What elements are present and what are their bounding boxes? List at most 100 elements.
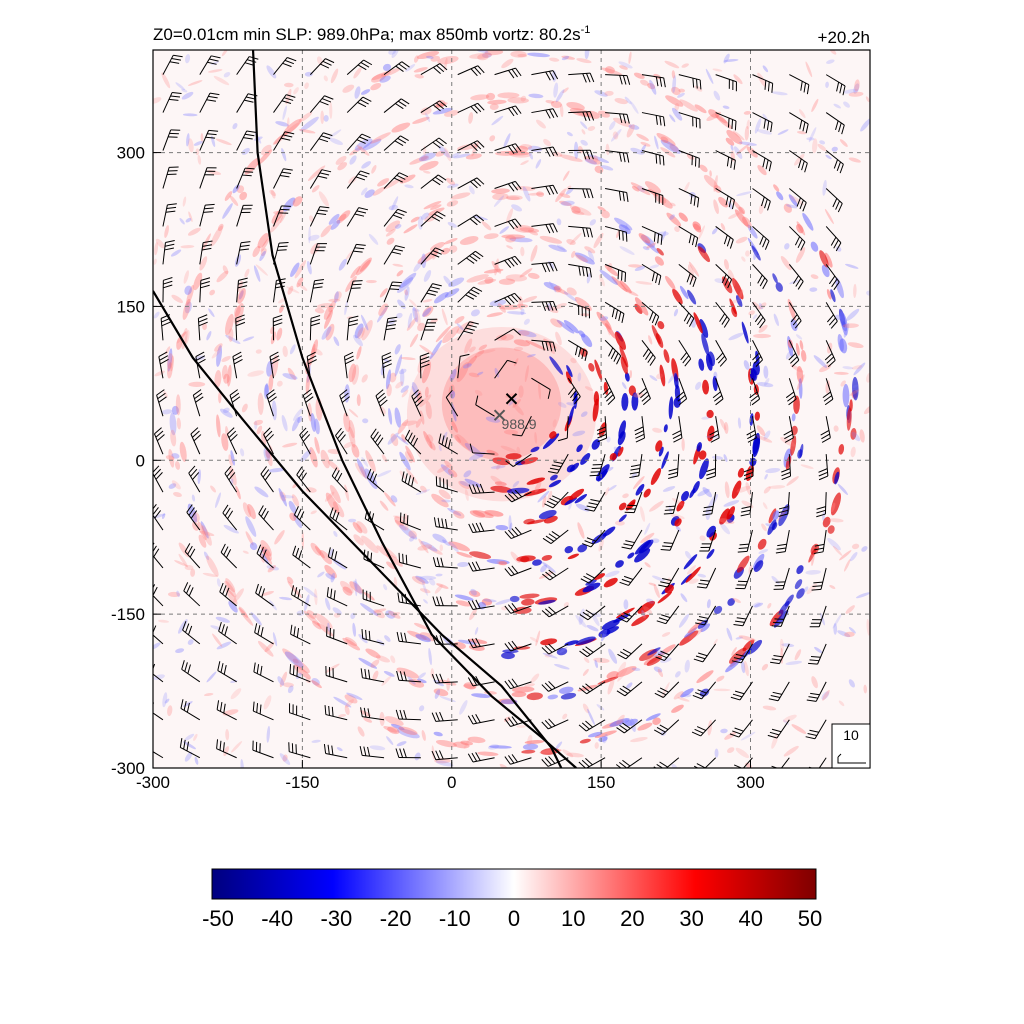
vorticity-speckle <box>311 739 321 743</box>
vorticity-speckle <box>401 420 418 426</box>
wind-barb-feather <box>608 347 614 357</box>
wind-barb-feather <box>206 99 216 102</box>
vorticity-speckle <box>383 584 388 591</box>
wind-barb-feather <box>473 104 482 113</box>
vorticity-streak <box>343 412 351 433</box>
vorticity-streak <box>416 50 440 60</box>
wind-barb-feather <box>264 472 272 481</box>
wind-barb-feather <box>665 505 676 508</box>
vorticity-speckle <box>594 659 598 669</box>
wind-barb-feather <box>511 68 518 78</box>
wind-barb-feather <box>474 66 482 75</box>
vorticity-streak <box>203 551 210 561</box>
vorticity-speckle <box>607 484 617 491</box>
vorticity-speckle <box>535 159 542 169</box>
vorticity-streak <box>238 607 254 626</box>
wind-barb-feather <box>619 724 628 732</box>
vorticity-speckle <box>216 641 232 650</box>
vorticity-streak <box>582 582 601 593</box>
vorticity-streak <box>487 99 507 105</box>
wind-barb-feather <box>827 359 836 368</box>
wind-barb-feather <box>504 605 512 614</box>
vorticity-streak <box>839 338 848 354</box>
wind-barb-feather <box>276 278 286 282</box>
wind-barb-feather <box>279 174 290 178</box>
vorticity-speckle <box>832 545 843 556</box>
wind-barb-feather <box>658 275 662 286</box>
wind-barb-feather <box>470 289 480 295</box>
vorticity-speckle <box>330 68 339 84</box>
vorticity-streak <box>325 492 340 514</box>
wind-barb-feather <box>549 341 553 352</box>
vorticity-speckle <box>631 667 641 672</box>
wind-barb-feather <box>693 196 696 206</box>
vorticity-streak <box>422 306 434 317</box>
vorticity-streak <box>585 579 597 586</box>
vorticity-speckle <box>831 146 838 152</box>
vorticity-speckle <box>415 418 422 428</box>
wind-barb-feather <box>553 461 564 465</box>
vorticity-speckle <box>332 607 342 615</box>
vorticity-streak <box>519 144 533 150</box>
vorticity-streak <box>656 133 676 146</box>
vorticity-speckle <box>555 741 563 750</box>
vorticity-speckle <box>697 488 710 497</box>
wind-barb-feather <box>377 437 384 446</box>
wind-barb-feather <box>397 208 407 213</box>
wind-barb-feather <box>771 728 782 733</box>
wind-barb-feather <box>747 433 756 440</box>
vorticity-streak <box>538 599 556 605</box>
wind-barb-feather <box>203 211 213 213</box>
vorticity-speckle <box>273 210 284 215</box>
vorticity-speckle <box>181 91 194 100</box>
vorticity-speckle <box>688 578 699 584</box>
wind-barb-feather <box>296 666 299 677</box>
wind-barb-feather <box>223 665 227 675</box>
wind-barb-feather <box>327 744 330 755</box>
vorticity-streak <box>655 440 663 452</box>
vorticity-speckle <box>282 105 287 120</box>
vorticity-speckle <box>566 752 584 758</box>
vorticity-streak <box>771 522 778 531</box>
vorticity-speckle <box>628 264 643 268</box>
vorticity-streak <box>429 441 436 451</box>
vorticity-speckle <box>357 726 365 737</box>
vorticity-speckle <box>459 481 472 487</box>
vorticity-streak <box>494 481 507 486</box>
vorticity-streak <box>464 443 484 458</box>
wind-barb-feather <box>198 321 208 327</box>
vorticity-speckle <box>851 543 860 550</box>
vorticity-streak <box>175 394 181 416</box>
vorticity-speckle <box>582 703 590 714</box>
wind-barb-feather <box>165 210 176 213</box>
wind-barb-feather <box>400 135 409 141</box>
wind-barb-feather <box>769 731 780 736</box>
wind-barb-feather <box>504 494 513 503</box>
vorticity-speckle <box>527 734 533 746</box>
wind-barb-feather <box>569 390 577 399</box>
wind-barb-feather <box>548 756 556 764</box>
wind-barb-feather <box>155 472 163 480</box>
vorticity-streak <box>526 519 547 525</box>
vorticity-streak <box>311 680 322 689</box>
wind-barb-feather <box>328 705 330 716</box>
vorticity-speckle <box>543 138 552 147</box>
vorticity-streak <box>621 393 629 411</box>
wind-barb-feather <box>226 427 235 435</box>
wind-barb-feather <box>726 156 730 167</box>
wind-barb-feather <box>655 76 659 87</box>
vorticity-streak <box>432 533 447 543</box>
vorticity-speckle <box>417 215 424 230</box>
vorticity-speckle <box>228 328 234 342</box>
wind-barb-feather <box>770 695 781 699</box>
wind-barb-feather <box>147 739 149 748</box>
vorticity-streak <box>224 191 233 201</box>
wind-barb-feather <box>586 111 591 121</box>
wind-barb-feather <box>585 573 595 579</box>
vorticity-speckle <box>614 520 625 526</box>
vorticity-core <box>441 347 562 461</box>
vorticity-speckle <box>677 697 690 702</box>
wind-barb-feather <box>541 647 550 655</box>
vorticity-speckle <box>254 486 269 498</box>
vorticity-streak <box>509 595 520 603</box>
